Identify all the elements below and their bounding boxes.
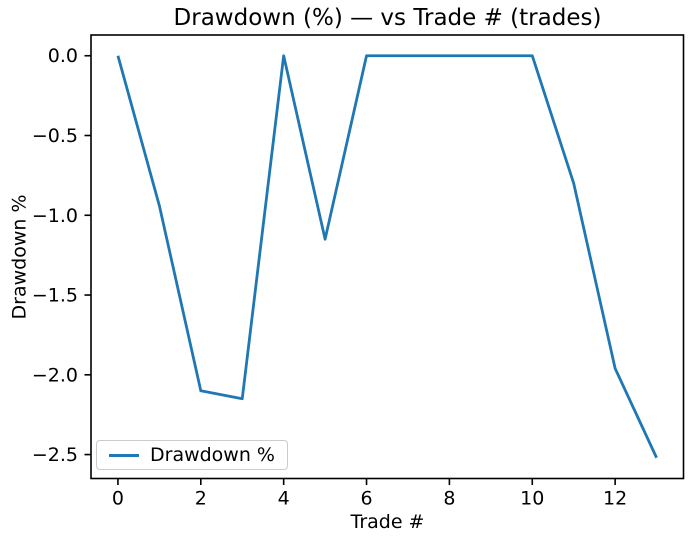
y-tick-label: −2.0 bbox=[32, 364, 78, 386]
y-tick-label: −2.5 bbox=[32, 444, 78, 466]
x-tick-label: 0 bbox=[112, 488, 124, 510]
x-tick-label: 4 bbox=[278, 488, 290, 510]
y-tick-label: 0.0 bbox=[48, 45, 78, 67]
legend: Drawdown % bbox=[96, 440, 288, 470]
y-tick-label: −1.5 bbox=[32, 285, 78, 307]
axes-frame bbox=[90, 34, 685, 480]
x-tick-label: 8 bbox=[443, 488, 455, 510]
x-tick-label: 6 bbox=[360, 488, 372, 510]
y-tick-label: −1.0 bbox=[32, 205, 78, 227]
legend-line-sample bbox=[109, 453, 139, 457]
y-tick-label: −0.5 bbox=[32, 125, 78, 147]
x-tick-label: 12 bbox=[603, 488, 627, 510]
x-axis-label: Trade # bbox=[350, 511, 425, 533]
x-tick-label: 10 bbox=[520, 488, 544, 510]
x-tick-label: 2 bbox=[195, 488, 207, 510]
chart-title: Drawdown (%) — vs Trade # (trades) bbox=[173, 5, 602, 31]
legend-label: Drawdown % bbox=[150, 444, 275, 466]
drawdown-series-line bbox=[116, 54, 658, 459]
